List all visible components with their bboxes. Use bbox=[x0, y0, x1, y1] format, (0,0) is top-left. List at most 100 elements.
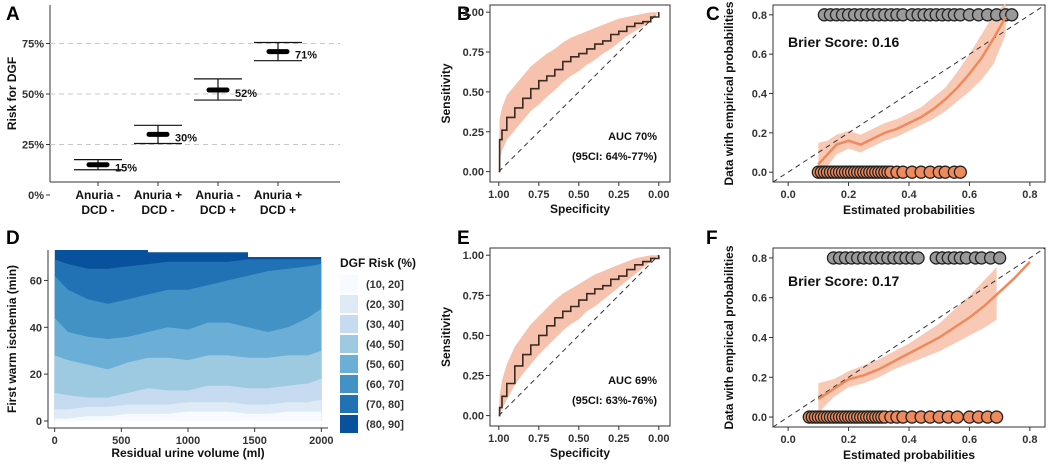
chart-c-point-nonevent bbox=[953, 165, 968, 179]
chart-c-xtick-label: 0.2 bbox=[841, 189, 856, 201]
chart-d-legend-swatch bbox=[340, 275, 358, 293]
chart-e-diagonal-reference bbox=[498, 254, 660, 416]
chart-d-ytick-label: 20 bbox=[30, 369, 42, 381]
chart-f-diagonal-reference bbox=[772, 247, 1046, 428]
chart-d-ytick-label: 40 bbox=[30, 322, 42, 334]
chart-a-data-label: 71% bbox=[295, 50, 317, 62]
chart-b-xlabel: Specificity bbox=[550, 202, 610, 216]
chart-b-auc-label: AUC 70% bbox=[608, 131, 657, 143]
chart-f-xtick-label: 0.8 bbox=[1022, 434, 1037, 446]
chart-c-confidence-band bbox=[818, 3, 1006, 173]
chart-e-xtick-label: 1.00 bbox=[488, 433, 509, 445]
chart-c-calibration: 0.0 0.2 0.4 0.6 0.8 0.0 0.2 0.4 0.6 0.8 Brier Scor… bbox=[722, 1, 1046, 217]
chart-b-roc: 0.00 0.25 0.50 0.75 1.00 1.00 0.75 0.50 0.25 0.00… bbox=[439, 4, 671, 216]
chart-a-ylabel: Risk for DGF bbox=[5, 57, 19, 130]
chart-a-category-label: DCD + bbox=[200, 203, 236, 217]
chart-f-point-nonevent bbox=[989, 410, 1004, 424]
chart-d-legend-swatch bbox=[340, 355, 358, 373]
chart-c-ylabel: Data with empirical probabilities bbox=[722, 1, 736, 185]
chart-f-xtick-label: 0.0 bbox=[780, 434, 795, 446]
chart-f-ytick-label: 0.8 bbox=[752, 253, 767, 265]
chart-d-contour: 0 20 40 60 0 500 1000 1500 2000 Residual urine vo… bbox=[5, 250, 416, 460]
chart-c-ytick-label: 0.6 bbox=[752, 49, 767, 61]
chart-d-legend-label: (60, 70] bbox=[366, 379, 404, 391]
chart-c-ytick-label: 0.0 bbox=[752, 167, 767, 179]
chart-c-xtick-label: 0.6 bbox=[962, 189, 977, 201]
chart-d-legend-swatch bbox=[340, 295, 358, 313]
panel-letter-c: C bbox=[706, 4, 720, 25]
chart-d-xtick-label: 500 bbox=[112, 435, 130, 447]
chart-c-xtick-label: 0.0 bbox=[780, 189, 795, 201]
chart-e-xtick-label: 0.25 bbox=[608, 433, 629, 445]
chart-a-risk-errorbar: 0%25%50%75%Anuria -DCD -15%Anuria +DCD -… bbox=[5, 5, 340, 217]
chart-e-ytick-label: 1.00 bbox=[463, 250, 484, 262]
chart-d-xtick-label: 2000 bbox=[309, 435, 333, 447]
chart-b-xtick-label: 0.25 bbox=[608, 189, 629, 201]
chart-a-category-label: DCD + bbox=[260, 203, 296, 217]
chart-d-legend-label: (30, 40] bbox=[366, 319, 404, 331]
chart-d-legend-label: (10, 20] bbox=[366, 279, 404, 291]
panel-letter-f: F bbox=[706, 228, 718, 249]
chart-e-roc: 0.00 0.25 0.50 0.75 1.00 1.00 0.75 0.50 0.25 0.00… bbox=[439, 247, 671, 460]
chart-d-fill-group bbox=[54, 250, 322, 421]
chart-a-category-label: Anuria + bbox=[254, 188, 302, 202]
chart-f-point-event bbox=[993, 251, 1007, 265]
chart-d-ytick-label: 0 bbox=[36, 416, 42, 428]
chart-d-legend-swatch bbox=[340, 375, 358, 393]
chart-c-xtick-label: 0.8 bbox=[1022, 189, 1037, 201]
chart-f-ytick-label: 0.0 bbox=[752, 412, 767, 424]
chart-b-ytick-label: 0.00 bbox=[463, 167, 484, 179]
chart-b-ytick-label: 0.75 bbox=[463, 47, 484, 59]
chart-a-ytick-label: 50% bbox=[22, 89, 44, 101]
chart-f-point-event bbox=[911, 251, 925, 265]
chart-b-ytick-label: 0.25 bbox=[463, 127, 484, 139]
chart-d-ytick-label: 60 bbox=[30, 275, 42, 287]
chart-e-ytick-label: 0.50 bbox=[463, 330, 484, 342]
chart-a-data-label: 30% bbox=[175, 132, 197, 144]
chart-f-ytick-label: 0.6 bbox=[752, 293, 767, 305]
chart-e-frame bbox=[489, 247, 671, 427]
chart-d-legend-label: (20, 30] bbox=[366, 299, 404, 311]
chart-e-ytick-label: 0.25 bbox=[463, 370, 484, 382]
chart-d-band-0 bbox=[54, 411, 322, 421]
chart-e-xtick-label: 0.50 bbox=[568, 433, 589, 445]
chart-f-ytick-label: 0.2 bbox=[752, 372, 767, 384]
chart-b-xtick-label: 0.75 bbox=[528, 189, 549, 201]
chart-e-xlabel: Specificity bbox=[550, 446, 610, 460]
chart-c-smoothed-curve bbox=[817, 16, 1007, 166]
chart-d-legend-label: (80, 90] bbox=[366, 419, 404, 431]
chart-d-ylabel: First warm ischemia (min) bbox=[5, 265, 19, 413]
chart-a-category-label: Anuria + bbox=[134, 188, 182, 202]
chart-d-legend-swatch bbox=[340, 315, 358, 333]
chart-e-roc-curve bbox=[498, 255, 660, 417]
chart-c-ytick-label: 0.4 bbox=[752, 89, 768, 101]
chart-c-ytick-label: 0.8 bbox=[752, 10, 767, 22]
chart-d-legend-label: (50, 60] bbox=[366, 359, 404, 371]
chart-c-xtick-label: 0.4 bbox=[901, 189, 917, 201]
chart-a-data-label: 15% bbox=[115, 163, 137, 175]
chart-e-xtick-label: 0.75 bbox=[528, 433, 549, 445]
chart-c-point-event bbox=[1005, 8, 1019, 22]
chart-d-legend-swatch bbox=[340, 335, 358, 353]
chart-b-xtick-label: 1.00 bbox=[488, 189, 509, 201]
chart-f-ytick-label: 0.4 bbox=[752, 333, 768, 345]
chart-d-legend-title: DGF Risk (%) bbox=[340, 256, 416, 270]
chart-e-ytick-label: 0.00 bbox=[463, 411, 484, 423]
panel-letter-d: D bbox=[6, 228, 20, 249]
chart-d-legend-label: (70, 80] bbox=[366, 399, 404, 411]
chart-b-xtick-label: 0.50 bbox=[568, 189, 589, 201]
chart-b-ytick-label: 0.50 bbox=[463, 87, 484, 99]
chart-c-diagonal-reference bbox=[772, 4, 1046, 183]
chart-f-xtick-label: 0.4 bbox=[901, 434, 917, 446]
chart-d-legend-swatch bbox=[340, 395, 358, 413]
chart-b-ylabel: Sensitivity bbox=[439, 63, 453, 123]
chart-c-ytick-label: 0.2 bbox=[752, 128, 767, 140]
chart-d-legend-swatch bbox=[340, 415, 358, 433]
chart-d-xtick-label: 1000 bbox=[176, 435, 200, 447]
chart-f-calibration: 0.0 0.2 0.4 0.6 0.8 0.0 0.2 0.4 0.6 0.8 Brier Scor… bbox=[722, 245, 1046, 462]
chart-f-xtick-label: 0.2 bbox=[841, 434, 856, 446]
panel-letter-a: A bbox=[6, 4, 20, 25]
chart-b-ytick-label: 1.00 bbox=[463, 7, 484, 19]
chart-e-auc-label: AUC 69% bbox=[608, 375, 657, 387]
